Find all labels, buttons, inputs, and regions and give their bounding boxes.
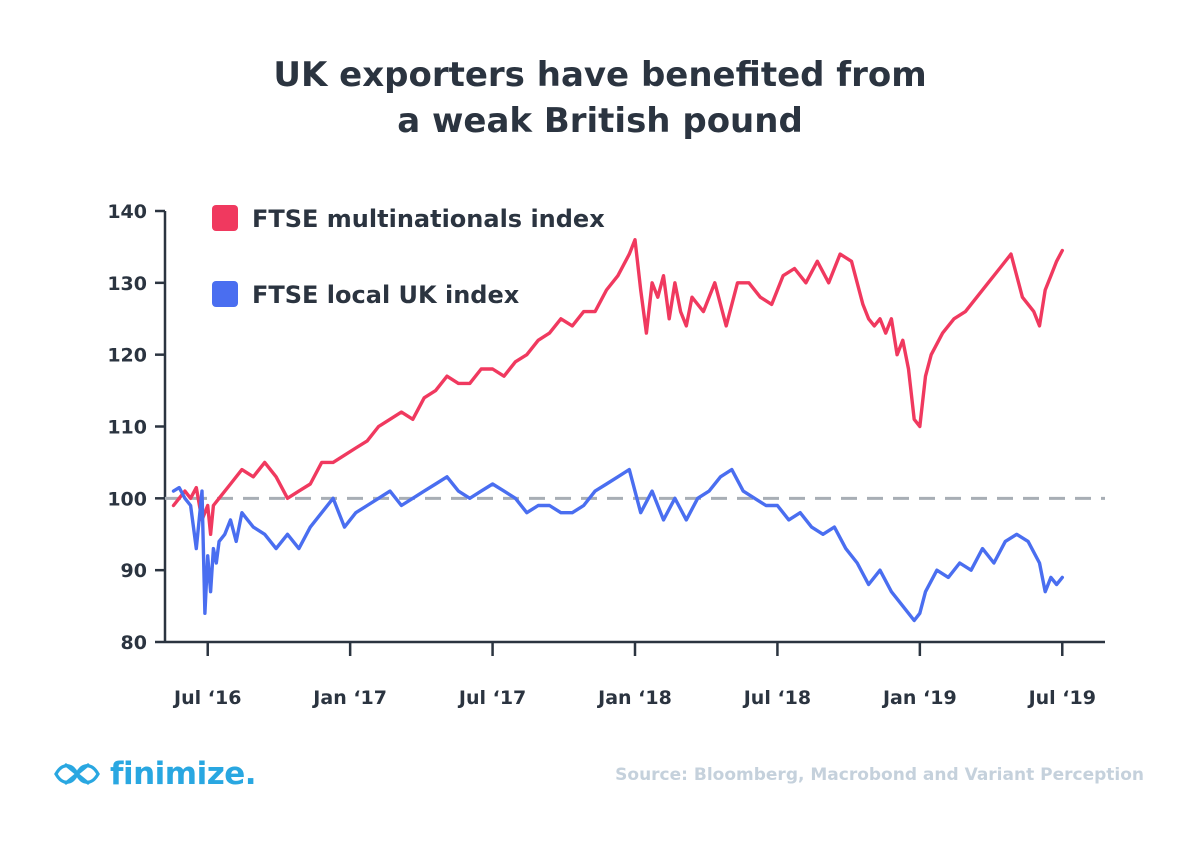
x-tick-label: Jan ‘18 [596, 687, 672, 709]
x-tick-label: Jan ‘19 [881, 687, 957, 709]
y-tick-label: 140 [107, 201, 147, 223]
brand-name: finimize. [110, 756, 257, 792]
chart-title-line-2: a weak British pound [397, 101, 803, 141]
legend-swatch-2 [212, 281, 238, 307]
y-tick-label: 80 [121, 632, 147, 654]
x-tick-label: Jul ‘19 [1027, 687, 1096, 709]
chart-title: UK exporters have benefited from a weak … [0, 52, 1200, 144]
series-line-1 [171, 237, 1065, 536]
y-tick-label: 110 [107, 417, 147, 439]
chart-title-line-1: UK exporters have benefited from [273, 55, 927, 95]
x-tick-label: Jan ‘17 [311, 687, 387, 709]
brand-logo: finimize. [52, 752, 257, 796]
legend: FTSE multinationals index FTSE local UK i… [212, 205, 605, 309]
x-tick-label: Jul ‘17 [457, 687, 526, 709]
y-tick-label: 120 [107, 345, 147, 367]
y-tick-label: 130 [107, 273, 147, 295]
legend-label-1: FTSE multinationals index [252, 205, 605, 233]
series-group [171, 237, 1065, 623]
finimize-logo-icon [54, 763, 100, 785]
y-tick-label: 100 [107, 488, 147, 510]
x-tick-label: Jul ‘18 [742, 687, 811, 709]
legend-swatch-1 [212, 205, 238, 231]
legend-label-2: FTSE local UK index [252, 281, 520, 309]
x-tick-label: Jul ‘16 [172, 687, 241, 709]
y-tick-label: 90 [121, 560, 147, 582]
source-note: Source: Bloomberg, Macrobond and Variant… [615, 765, 1144, 785]
axes: 80 90 100 110 120 130 140 Jul ‘16 Jan ‘17 Jul ‘17… [107, 201, 1105, 709]
series-line-2 [171, 467, 1065, 623]
